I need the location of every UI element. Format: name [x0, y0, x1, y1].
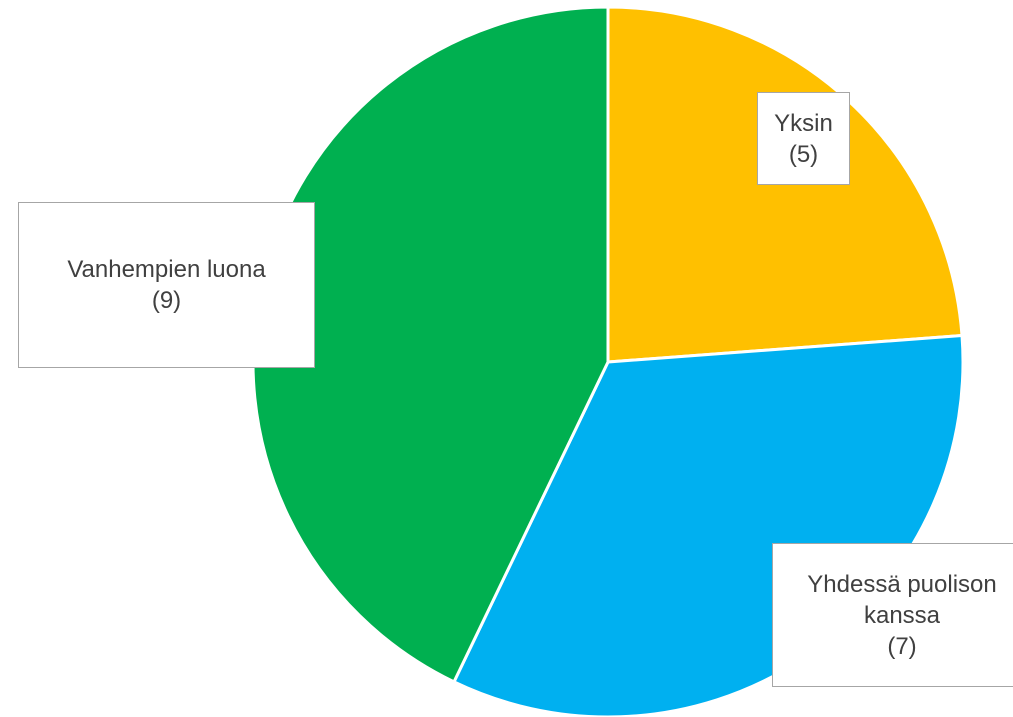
data-label: Vanhempien luona (9) [18, 202, 315, 368]
category-label: Yksin [774, 109, 833, 137]
data-label: Yksin (5) [757, 92, 850, 185]
value-label: (9) [151, 287, 182, 314]
category-label: Vanhempien luona [67, 256, 266, 283]
value-label: (7) [887, 632, 917, 660]
data-label: Yhdessä puolison kanssa (7) [772, 543, 1013, 687]
category-label: Yhdessä puolison kanssa [807, 570, 997, 629]
value-label: (5) [788, 140, 819, 168]
